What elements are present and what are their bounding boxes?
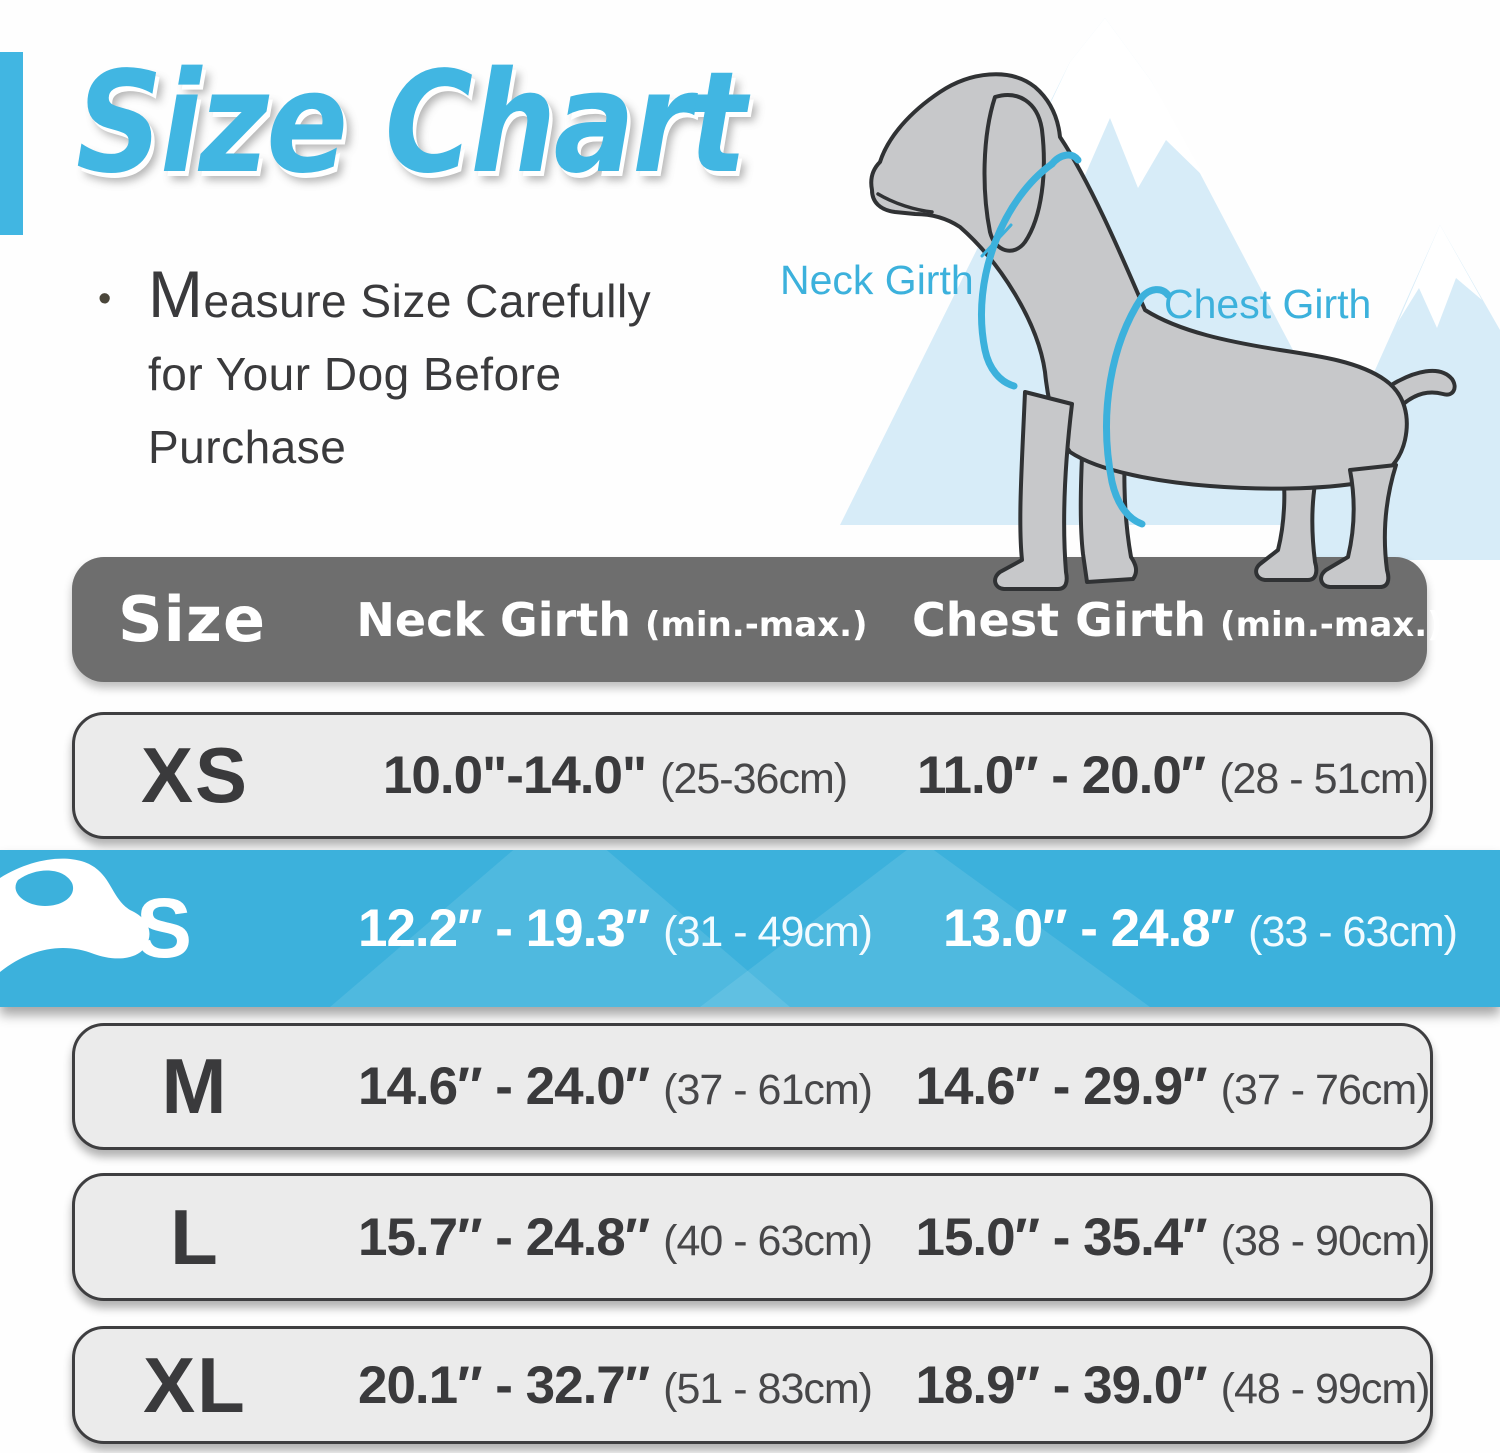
neck-cm-m: (37 - 61cm) bbox=[663, 1066, 873, 1114]
neck-inches-s: 12.2″ - 19.3″ bbox=[357, 899, 650, 958]
neck-label-leader bbox=[980, 223, 1013, 258]
dog-mouth-line bbox=[876, 192, 934, 214]
table-row-s-highlighted: S 12.2″ - 19.3″ (31 - 49cm) 13.0″ - 24.8… bbox=[0, 850, 1500, 1007]
mountain-snowcap-right bbox=[1398, 225, 1482, 328]
bullet-dot: • bbox=[98, 278, 112, 320]
table-row-xs: XS 10.0"-14.0" (25-36cm) 11.0″ - 20.0″ (… bbox=[72, 712, 1433, 839]
dog-silhouette-diagram: Neck Girth Chest Girth bbox=[780, 72, 1457, 591]
chest-inches-xl: 18.9″ - 39.0″ bbox=[915, 1355, 1207, 1415]
neck-inches-xl: 20.1″ - 32.7″ bbox=[357, 1355, 650, 1415]
table-row-m: M 14.6″ - 24.0″ (37 - 61cm) 14.6″ - 29.9… bbox=[72, 1023, 1433, 1150]
dog-front-near-leg bbox=[993, 390, 1074, 591]
header-chest-suffix: (min.-max.) bbox=[1220, 604, 1443, 645]
chest-inches-m: 14.6″ - 29.9″ bbox=[915, 1057, 1207, 1116]
neck-cm-xl: (51 - 83cm) bbox=[663, 1364, 873, 1413]
dog-rear-near-leg bbox=[1319, 463, 1398, 589]
neck-girth-arc-hook bbox=[1048, 151, 1082, 168]
header-neck-suffix: (min.-max.) bbox=[644, 604, 868, 645]
neck-inches-xs: 10.0"-14.0" bbox=[382, 746, 647, 805]
header-size-label: Size bbox=[117, 583, 267, 656]
chest-cm-xl: (48 - 99cm) bbox=[1220, 1364, 1431, 1413]
chest-cm-xs: (28 - 51cm) bbox=[1219, 755, 1429, 803]
chest-cm-m: (37 - 76cm) bbox=[1220, 1066, 1431, 1114]
neck-cm-s: (31 - 49cm) bbox=[663, 908, 873, 956]
neck-cm-xs: (25-36cm) bbox=[660, 755, 848, 803]
size-label-m: M bbox=[161, 1042, 229, 1130]
table-header-row: Size Neck Girth (min.-max.) Chest Girth … bbox=[72, 557, 1443, 682]
neck-inches-l: 15.7″ - 24.8″ bbox=[357, 1207, 650, 1267]
dog-ear bbox=[982, 93, 1046, 253]
chest-cm-l: (38 - 90cm) bbox=[1220, 1216, 1431, 1265]
dog-head-silhouette bbox=[0, 858, 150, 972]
neck-inches-m: 14.6″ - 24.0″ bbox=[357, 1057, 650, 1116]
header-chest-cell: Chest Girth (min.-max.) bbox=[912, 593, 1443, 647]
table-row-xl: XL 20.1″ - 32.7″ (51 - 83cm) 18.9″ - 39.… bbox=[72, 1326, 1433, 1444]
size-label-l: L bbox=[170, 1192, 220, 1281]
neck-cm-l: (40 - 63cm) bbox=[663, 1216, 873, 1265]
neck-girth-arc bbox=[978, 160, 1056, 390]
note-line-1: Measure Size Carefully bbox=[148, 257, 652, 331]
size-label-xs: XS bbox=[140, 731, 250, 819]
chest-inches-xs: 11.0″ - 20.0″ bbox=[916, 746, 1206, 805]
size-label-xl: XL bbox=[143, 1340, 247, 1429]
chest-cm-s: (33 - 63cm) bbox=[1248, 908, 1458, 956]
note-line-3: Purchase bbox=[148, 421, 347, 473]
page-title: Size Chart bbox=[76, 42, 747, 205]
header-neck-label: Neck Girth bbox=[356, 592, 631, 647]
chest-inches-l: 15.0″ - 35.4″ bbox=[915, 1207, 1207, 1267]
neck-girth-label: Neck Girth bbox=[780, 257, 974, 303]
header-neck-cell: Neck Girth (min.-max.) bbox=[312, 593, 912, 647]
header-chest-label: Chest Girth bbox=[912, 592, 1207, 647]
accent-bar bbox=[0, 52, 23, 235]
measure-note: Measure Size Carefully for Your Dog Befo… bbox=[148, 258, 808, 484]
header-size-cell: Size bbox=[72, 583, 312, 656]
chest-inches-s: 13.0″ - 24.8″ bbox=[942, 899, 1235, 958]
note-line-2: for Your Dog Before bbox=[148, 348, 562, 400]
table-row-l: L 15.7″ - 24.8″ (40 - 63cm) 15.0″ - 35.4… bbox=[72, 1173, 1433, 1301]
chest-girth-arc-hook bbox=[1138, 286, 1172, 301]
chest-girth-label: Chest Girth bbox=[1164, 281, 1371, 327]
chest-girth-arc bbox=[1103, 293, 1146, 528]
